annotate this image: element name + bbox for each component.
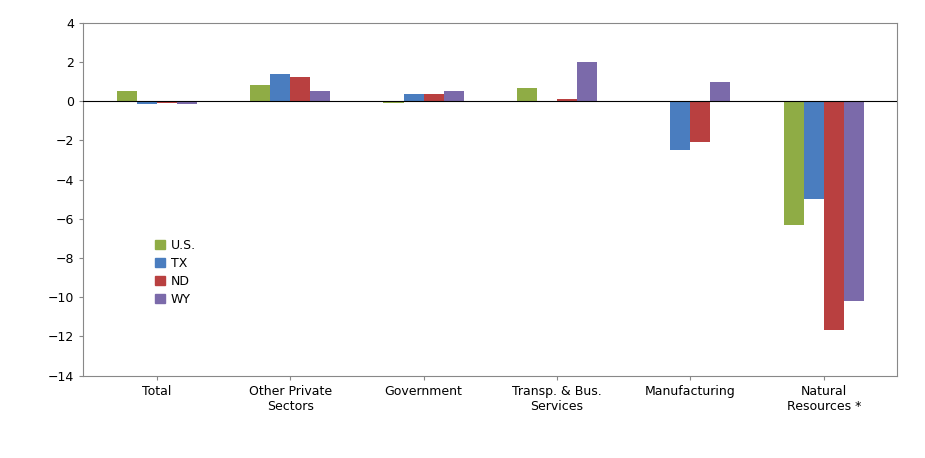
Bar [310, 92, 330, 101]
Bar [577, 62, 597, 101]
Bar [671, 101, 690, 150]
Bar [403, 94, 424, 101]
Bar [250, 85, 270, 101]
Bar [650, 101, 671, 102]
Bar [424, 94, 444, 101]
Bar [710, 82, 731, 101]
Legend: U.S., TX, ND, WY: U.S., TX, ND, WY [154, 239, 196, 306]
Bar [804, 101, 824, 199]
Bar [156, 101, 177, 103]
Bar [444, 92, 463, 101]
Bar [783, 101, 804, 225]
Bar [690, 101, 710, 142]
Bar [844, 101, 864, 301]
Bar [117, 92, 137, 101]
Bar [557, 99, 577, 101]
Bar [824, 101, 844, 331]
Bar [536, 101, 557, 102]
Bar [177, 101, 197, 104]
Bar [270, 74, 290, 101]
Bar [384, 101, 403, 103]
Bar [137, 101, 156, 104]
Bar [290, 77, 310, 101]
Bar [517, 87, 536, 101]
